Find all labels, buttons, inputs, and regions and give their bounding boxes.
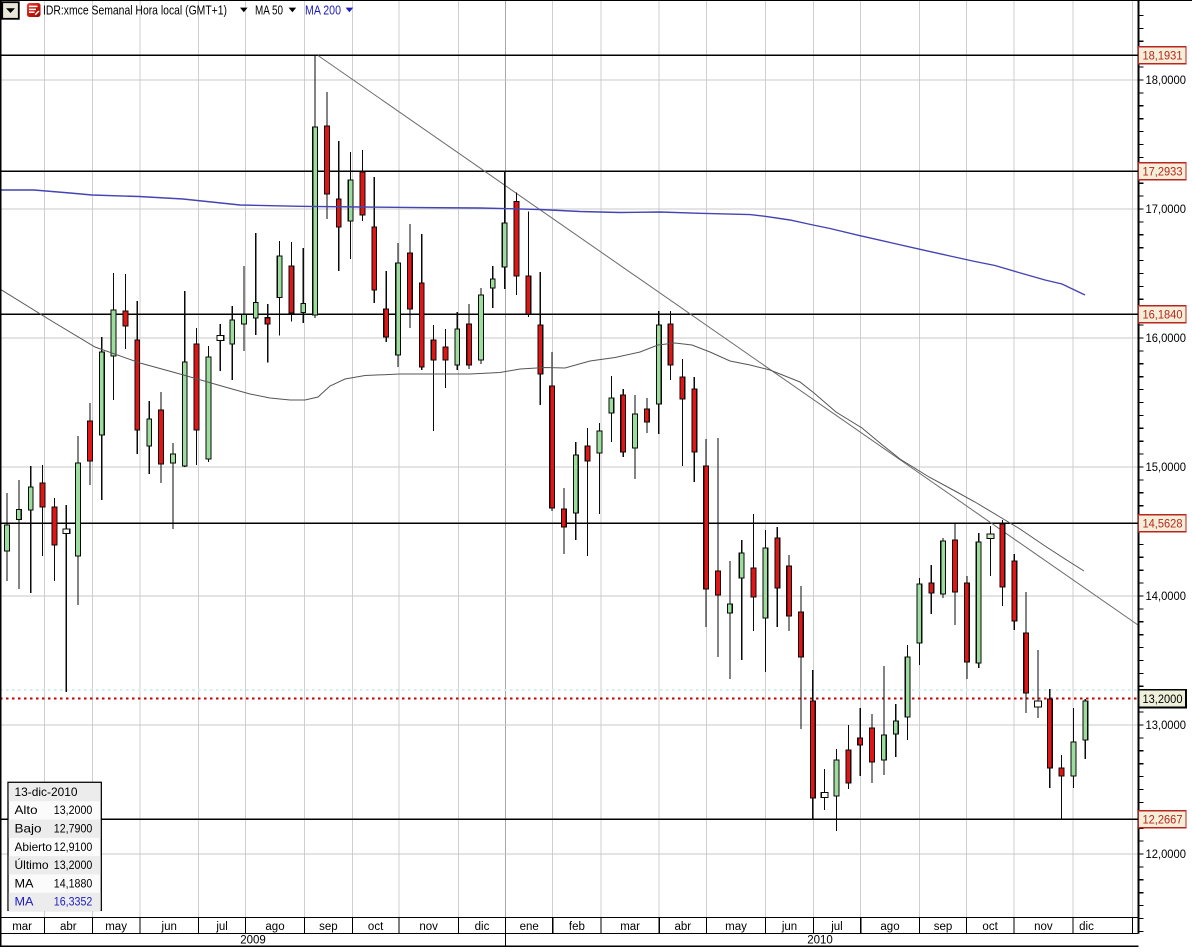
svg-text:oct: oct (982, 921, 998, 933)
svg-text:abr: abr (674, 921, 691, 933)
svg-text:dic: dic (475, 921, 490, 933)
svg-text:12,0000: 12,0000 (1146, 849, 1187, 861)
svg-text:jul: jul (215, 921, 228, 933)
svg-text:may: may (105, 921, 127, 933)
svg-text:MA 200: MA 200 (305, 2, 341, 17)
svg-text:13,0000: 13,0000 (1146, 720, 1187, 732)
svg-text:13,2000: 13,2000 (54, 858, 93, 872)
svg-text:18,1931: 18,1931 (1143, 50, 1183, 62)
svg-text:15,0000: 15,0000 (1146, 462, 1187, 474)
svg-text:18,0000: 18,0000 (1146, 75, 1187, 87)
svg-text:IDR:xmce Semanal Hora local (G: IDR:xmce Semanal Hora local (GMT+1) (43, 2, 227, 17)
svg-text:sep: sep (319, 921, 338, 933)
svg-text:MA: MA (15, 876, 34, 890)
svg-text:17,2933: 17,2933 (1143, 167, 1183, 179)
svg-text:ago: ago (880, 921, 899, 933)
svg-text:jun: jun (161, 921, 177, 933)
svg-text:16,3352: 16,3352 (54, 895, 93, 909)
svg-text:feb: feb (569, 921, 585, 933)
svg-text:dic: dic (1079, 921, 1094, 933)
svg-text:14,5628: 14,5628 (1143, 519, 1183, 531)
svg-text:Bajo: Bajo (15, 822, 42, 836)
svg-text:14,0000: 14,0000 (1146, 591, 1187, 603)
svg-text:ago: ago (265, 921, 284, 933)
svg-text:MA: MA (15, 895, 34, 909)
svg-text:mar: mar (620, 921, 640, 933)
svg-text:14,1880: 14,1880 (54, 876, 93, 890)
svg-text:12,9100: 12,9100 (54, 840, 93, 854)
svg-text:13,2000: 13,2000 (1143, 694, 1183, 706)
svg-text:2010: 2010 (807, 935, 833, 947)
svg-text:jul: jul (830, 921, 843, 933)
svg-text:16,0000: 16,0000 (1146, 333, 1187, 345)
svg-text:17,0000: 17,0000 (1146, 204, 1187, 216)
svg-text:nov: nov (419, 921, 438, 933)
svg-text:ene: ene (520, 921, 539, 933)
svg-text:MA 50: MA 50 (255, 2, 283, 17)
svg-text:jun: jun (781, 921, 797, 933)
svg-text:16,1840: 16,1840 (1143, 310, 1183, 322)
svg-text:mar: mar (12, 921, 32, 933)
svg-text:2009: 2009 (240, 935, 266, 947)
svg-text:12,7900: 12,7900 (54, 822, 93, 836)
svg-text:Último: Último (15, 857, 49, 872)
svg-text:Abierto: Abierto (15, 840, 53, 854)
svg-text:nov: nov (1034, 921, 1053, 933)
svg-text:Alto: Alto (15, 803, 38, 817)
svg-text:13-dic-2010: 13-dic-2010 (15, 785, 78, 799)
svg-text:abr: abr (60, 921, 77, 933)
svg-text:may: may (725, 921, 747, 933)
svg-text:sep: sep (934, 921, 953, 933)
svg-text:13,2000: 13,2000 (54, 803, 93, 817)
svg-text:oct: oct (368, 921, 384, 933)
svg-text:12,2667: 12,2667 (1143, 815, 1183, 827)
